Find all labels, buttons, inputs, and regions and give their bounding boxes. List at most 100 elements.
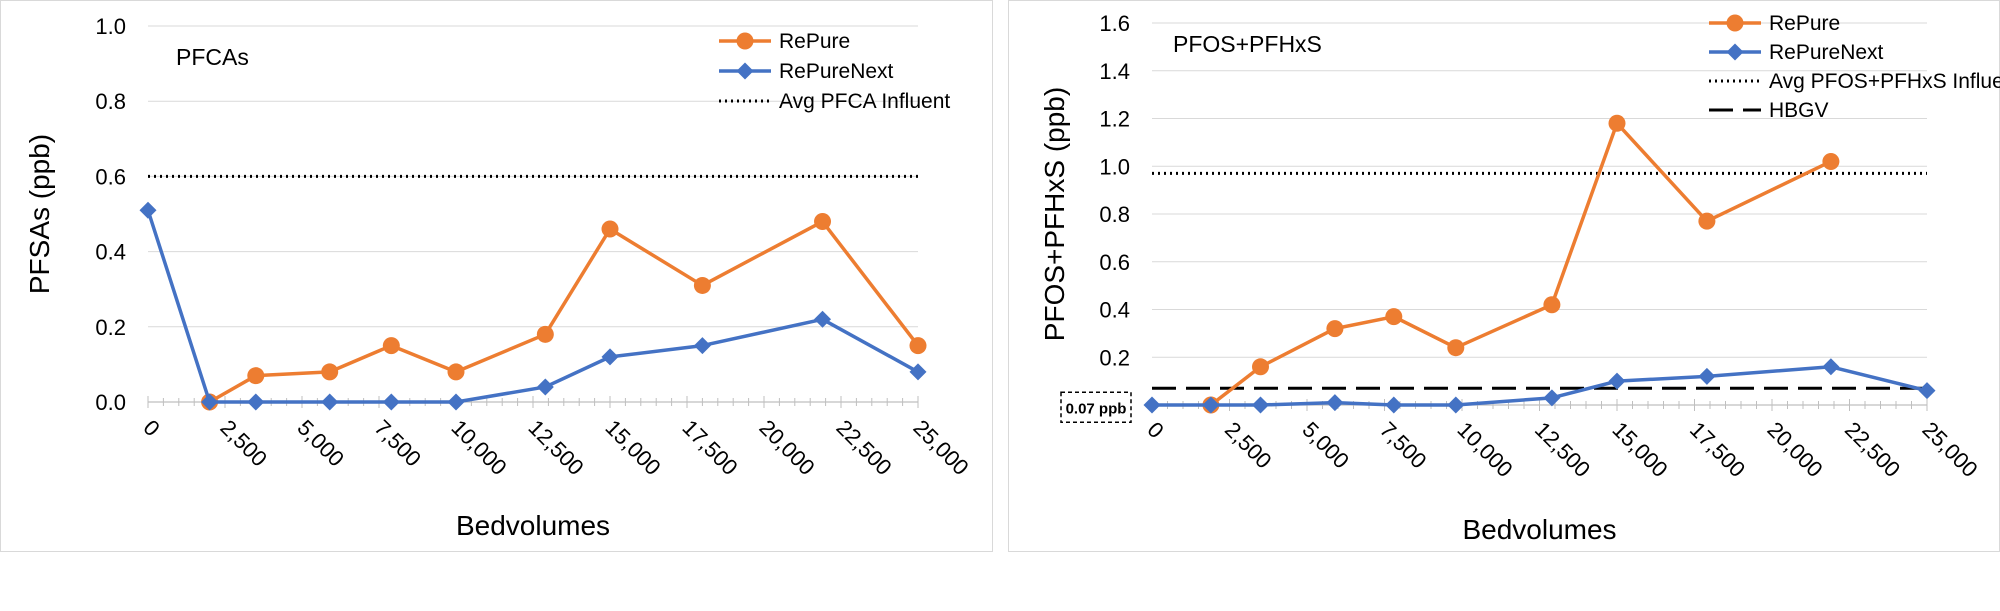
data-point-repure [1252,358,1269,376]
chart-svg-0: 0.0 0.2 0.4 0.6 0.8 1.0 0 2,500 5,000 7,500 10,000… [24,14,974,541]
x-tick-label: 10,000 [446,415,511,480]
legend-label-repure: RePure [1769,12,1840,35]
x-axis-title: Bedvolumes [456,510,610,541]
x-tick-label: 25,000 [908,415,973,480]
data-point-repurenext [201,393,219,411]
x-tick-label: 20,000 [754,415,819,480]
data-point-repurenext [1698,367,1716,385]
y-axis-title: PFOS+PFHxS (ppb) [1039,87,1070,341]
x-tick-label: 2,500 [215,415,272,472]
data-point-repure [1698,212,1716,230]
legend-label-reference: Avg PFCA Influent [779,90,950,113]
data-point-repure [814,213,832,231]
data-point-repurenext [321,393,339,411]
data-point-repure [1608,114,1626,132]
data-point-repurenext [814,310,832,328]
data-point-repure [382,337,400,355]
x-tick-label: 0 [1142,417,1168,443]
data-point-repurenext [1202,396,1220,414]
series-line-repure [1209,121,1832,407]
y-tick-label: 0.0 [95,390,126,415]
data-point-repurenext [1326,394,1344,412]
legend-marker-repure [736,32,754,50]
x-tick-label: 7,500 [369,415,426,472]
x-tick-label: 5,000 [1297,417,1354,474]
y-tick-label: 0.6 [95,164,126,189]
y-tick-label: 0.2 [1099,345,1130,370]
data-point-repurenext [1608,372,1626,390]
legend-marker-repurenext [736,62,754,80]
data-point-repurenext [139,201,157,219]
chart-svg-1: 0.2 0.4 0.6 0.8 1.0 1.2 1.4 1.6 0 2,500 5,000 7,500… [1039,11,2000,545]
y-tick-label: 1.2 [1099,107,1130,132]
legend-label-reference: Avg PFOS+PFHxS Influent [1769,70,2000,93]
chart-panel-pfcas: 0.0 0.2 0.4 0.6 0.8 1.0 0 2,500 5,000 7,500 10,000… [0,0,993,552]
x-tick-label: 20,000 [1762,417,1827,482]
data-point-repurenext [601,348,619,366]
data-point-repurenext [1822,358,1840,376]
y-tick-label: 0.2 [95,315,126,340]
legend-marker-repure [1726,14,1744,32]
x-tick-label: 15,000 [1607,417,1672,482]
data-point-repure [536,325,554,343]
legend-label-repurenext: RePureNext [779,60,894,83]
data-point-repure [321,363,339,381]
data-point-repurenext [536,378,554,396]
data-point-repure [601,220,619,238]
x-tick-label: 0 [138,415,164,441]
data-point-repure [1447,339,1465,357]
x-tick-label: 22,500 [831,415,896,480]
data-point-repurenext [382,393,400,411]
y-tick-label: 0.4 [1099,298,1130,323]
data-point-repure [909,337,927,355]
y-tick-label: 0.4 [95,240,126,265]
data-point-repurenext [1447,396,1465,414]
x-tick-label: 7,500 [1375,417,1432,474]
y-tick-label: 0.8 [95,89,126,114]
y-tick-label: 1.4 [1099,59,1130,84]
data-point-repurenext [1252,396,1269,414]
data-point-repurenext [447,393,465,411]
data-point-repurenext [693,337,711,355]
x-tick-label: 2,500 [1220,417,1277,474]
data-point-repure [693,276,711,294]
x-tick-label: 10,000 [1452,417,1517,482]
data-point-repure [447,363,465,381]
annotation-label: 0.07 ppb [1066,400,1127,417]
chart-title: PFOS+PFHxS [1173,31,1322,57]
legend-label-reference: HBGV [1769,99,1829,122]
data-point-repurenext [247,393,265,411]
y-axis-title: PFSAs (ppb) [24,134,55,294]
y-tick-label: 0.6 [1099,250,1130,275]
series-line-repurenext [1152,365,1928,407]
x-tick-label: 17,500 [1685,417,1750,482]
data-point-repure [1822,152,1840,170]
data-point-repurenext [1143,396,1161,414]
legend-marker-repurenext [1726,43,1744,61]
y-tick-label: 1.0 [95,14,126,39]
x-tick-label: 22,500 [1840,417,1905,482]
data-point-repure [1326,320,1344,338]
x-tick-label: 25,000 [1917,417,1982,482]
data-point-repurenext [1385,396,1403,414]
x-tick-label: 12,500 [1530,417,1595,482]
y-tick-label: 1.0 [1099,154,1130,179]
legend-label-repurenext: RePureNext [1769,41,1884,64]
chart-title: PFCAs [176,44,249,70]
x-tick-label: 5,000 [292,415,349,472]
series-line-repure [208,219,920,404]
data-point-repurenext [1918,382,1936,400]
chart-panel-pfos-pfhxs: 0.2 0.4 0.6 0.8 1.0 1.2 1.4 1.6 0 2,500 5,000 7,500… [1008,0,2000,552]
x-tick-label: 17,500 [677,415,742,480]
data-point-repure [1543,296,1561,314]
annotation-box [1060,391,1132,424]
x-tick-label: 12,500 [523,415,588,480]
x-axis-title: Bedvolumes [1462,514,1616,545]
y-tick-label: 0.8 [1099,202,1130,227]
data-point-repure [1385,308,1403,326]
legend-label-repure: RePure [779,30,850,53]
data-point-repure [247,367,265,385]
data-point-repurenext [1543,389,1561,407]
data-point-repurenext [909,363,927,381]
y-tick-label: 1.6 [1099,11,1130,36]
